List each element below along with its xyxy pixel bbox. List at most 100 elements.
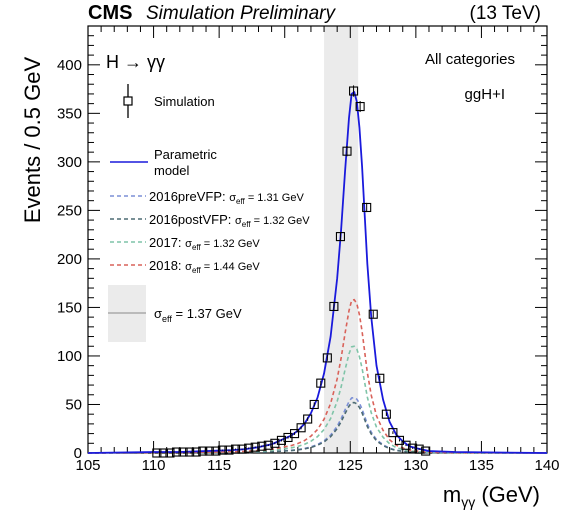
- simulation-point-marker: [217, 445, 227, 455]
- simulation-point: [296, 423, 306, 433]
- simulation-point: [368, 309, 378, 319]
- simulation-point-marker: [191, 447, 201, 457]
- simulation-point-marker: [401, 440, 411, 450]
- simulation-point: [362, 202, 372, 213]
- y-tick-label: 400: [57, 57, 82, 74]
- legend-year-label: 2017: σeff = 1.32 GeV: [149, 235, 260, 252]
- simulation-preliminary-label: Simulation Preliminary: [146, 3, 337, 24]
- simulation-point-marker: [211, 446, 221, 456]
- tick-labels-layer: 105 110 115 120 125 130 135 140 0 50 100 150 200 250 3…: [57, 57, 560, 474]
- legend-years: 2016preVFP: σeff = 1.31 GeV2016postVFP: …: [110, 189, 310, 275]
- simulation-point: [289, 429, 300, 439]
- model-curve-layer: [87, 91, 548, 454]
- simulation-point: [276, 435, 286, 445]
- simulation-point-marker: [171, 447, 182, 457]
- legend: Simulation Parametric model 2016preVFP: …: [108, 84, 310, 342]
- legend-year-sigma-value: = 1.44 GeV: [201, 261, 261, 273]
- simulation-point: [309, 399, 319, 410]
- model-curve: [87, 91, 548, 454]
- simulation-point-marker: [237, 444, 247, 454]
- y-tick-label: 200: [57, 251, 82, 268]
- simulation-point-marker: [204, 446, 214, 456]
- x-tick-label: 120: [272, 457, 297, 474]
- simulation-point: [158, 448, 168, 458]
- simulation-point-marker: [296, 423, 306, 433]
- legend-year-sigma-symbol: σ: [235, 215, 242, 227]
- simulation-point: [230, 444, 241, 454]
- x-axis-title: mγγ (GeV): [443, 482, 540, 510]
- simulation-point-marker: [158, 448, 168, 458]
- legend-simulation-marker: [123, 84, 133, 118]
- legend-model-label-2: model: [154, 163, 190, 178]
- simulation-point: [375, 373, 385, 383]
- simulation-point-marker: [329, 301, 339, 312]
- simulation-point-marker: [309, 399, 319, 410]
- simulation-point: [303, 414, 313, 424]
- cms-label: CMS: [88, 2, 132, 24]
- simulation-point-marker: [381, 409, 391, 419]
- simulation-point-marker: [342, 146, 352, 156]
- energy-label: (13 TeV): [470, 3, 541, 24]
- simulation-point-marker: [414, 444, 424, 454]
- simulation-point: [165, 448, 175, 458]
- simulation-point: [408, 443, 418, 453]
- simulation-point-marker: [335, 232, 346, 242]
- simulation-point: [263, 440, 273, 450]
- x-axis-title-sub: γγ: [461, 494, 475, 510]
- y-tick-label: 50: [65, 396, 82, 413]
- simulation-point: [237, 444, 247, 454]
- y-tick-label: 150: [57, 299, 82, 316]
- production-label: ggH+I: [465, 86, 505, 103]
- legend-year-name: 2016postVFP:: [149, 212, 235, 227]
- simulation-point: [414, 444, 424, 454]
- legend-model-label-1: Parametric: [154, 147, 217, 162]
- y-tick-label: 100: [57, 348, 82, 365]
- simulation-point: [394, 435, 405, 445]
- simulation-point: [329, 301, 339, 312]
- simulation-point-marker: [224, 445, 234, 455]
- legend-sigma-symbol: σ: [154, 306, 162, 321]
- x-axis-title-unit: (GeV): [475, 482, 540, 507]
- simulation-point: [342, 146, 352, 157]
- process-label: H → γγ: [106, 52, 165, 72]
- x-tick-label: 135: [469, 457, 494, 474]
- legend-year-sigma-symbol: σ: [185, 261, 192, 273]
- simulation-point: [204, 446, 214, 456]
- y-tick-label: 350: [57, 105, 82, 122]
- simulation-point: [335, 232, 346, 242]
- year-curves-layer: [87, 298, 548, 454]
- simulation-point: [388, 428, 398, 438]
- simulation-point-marker: [421, 446, 431, 456]
- simulation-point-marker: [276, 435, 286, 445]
- simulation-point: [152, 448, 162, 458]
- simulation-point: [198, 446, 208, 456]
- simulation-point: [244, 443, 254, 453]
- simulation-point-marker: [362, 202, 372, 213]
- simulation-point: [270, 438, 280, 448]
- simulation-point: [316, 378, 326, 388]
- simulation-point-marker: [250, 442, 260, 452]
- legend-year-sigma-value: = 1.32 GeV: [201, 238, 261, 250]
- legend-year-sigma-symbol: σ: [229, 192, 236, 204]
- legend-sigma-value: = 1.37 GeV: [172, 306, 242, 321]
- y-tick-label: 250: [57, 202, 82, 219]
- y-tick-label: 0: [74, 445, 82, 462]
- simulation-point-marker: [230, 444, 241, 454]
- legend-sigma-sub: eff: [162, 314, 172, 324]
- simulation-point: [322, 353, 332, 363]
- legend-year-sigma-value: = 1.32 GeV: [251, 215, 311, 227]
- year-curve-2018: [87, 298, 548, 454]
- legend-year-sigma-sub: eff: [192, 243, 202, 252]
- simulation-point: [381, 409, 391, 419]
- legend-year-label: 2016preVFP: σeff = 1.31 GeV: [149, 189, 304, 206]
- simulation-point-marker: [394, 435, 405, 445]
- x-tick-label: 125: [338, 457, 363, 474]
- y-axis-title: Events / 0.5 GeV: [20, 57, 45, 224]
- simulation-point-marker: [316, 378, 326, 388]
- simulation-point: [171, 447, 182, 457]
- legend-year-name: 2017:: [149, 235, 185, 250]
- simulation-point: [355, 101, 365, 113]
- y-tick-label: 300: [57, 154, 82, 171]
- x-axis-title-main: m: [443, 482, 461, 507]
